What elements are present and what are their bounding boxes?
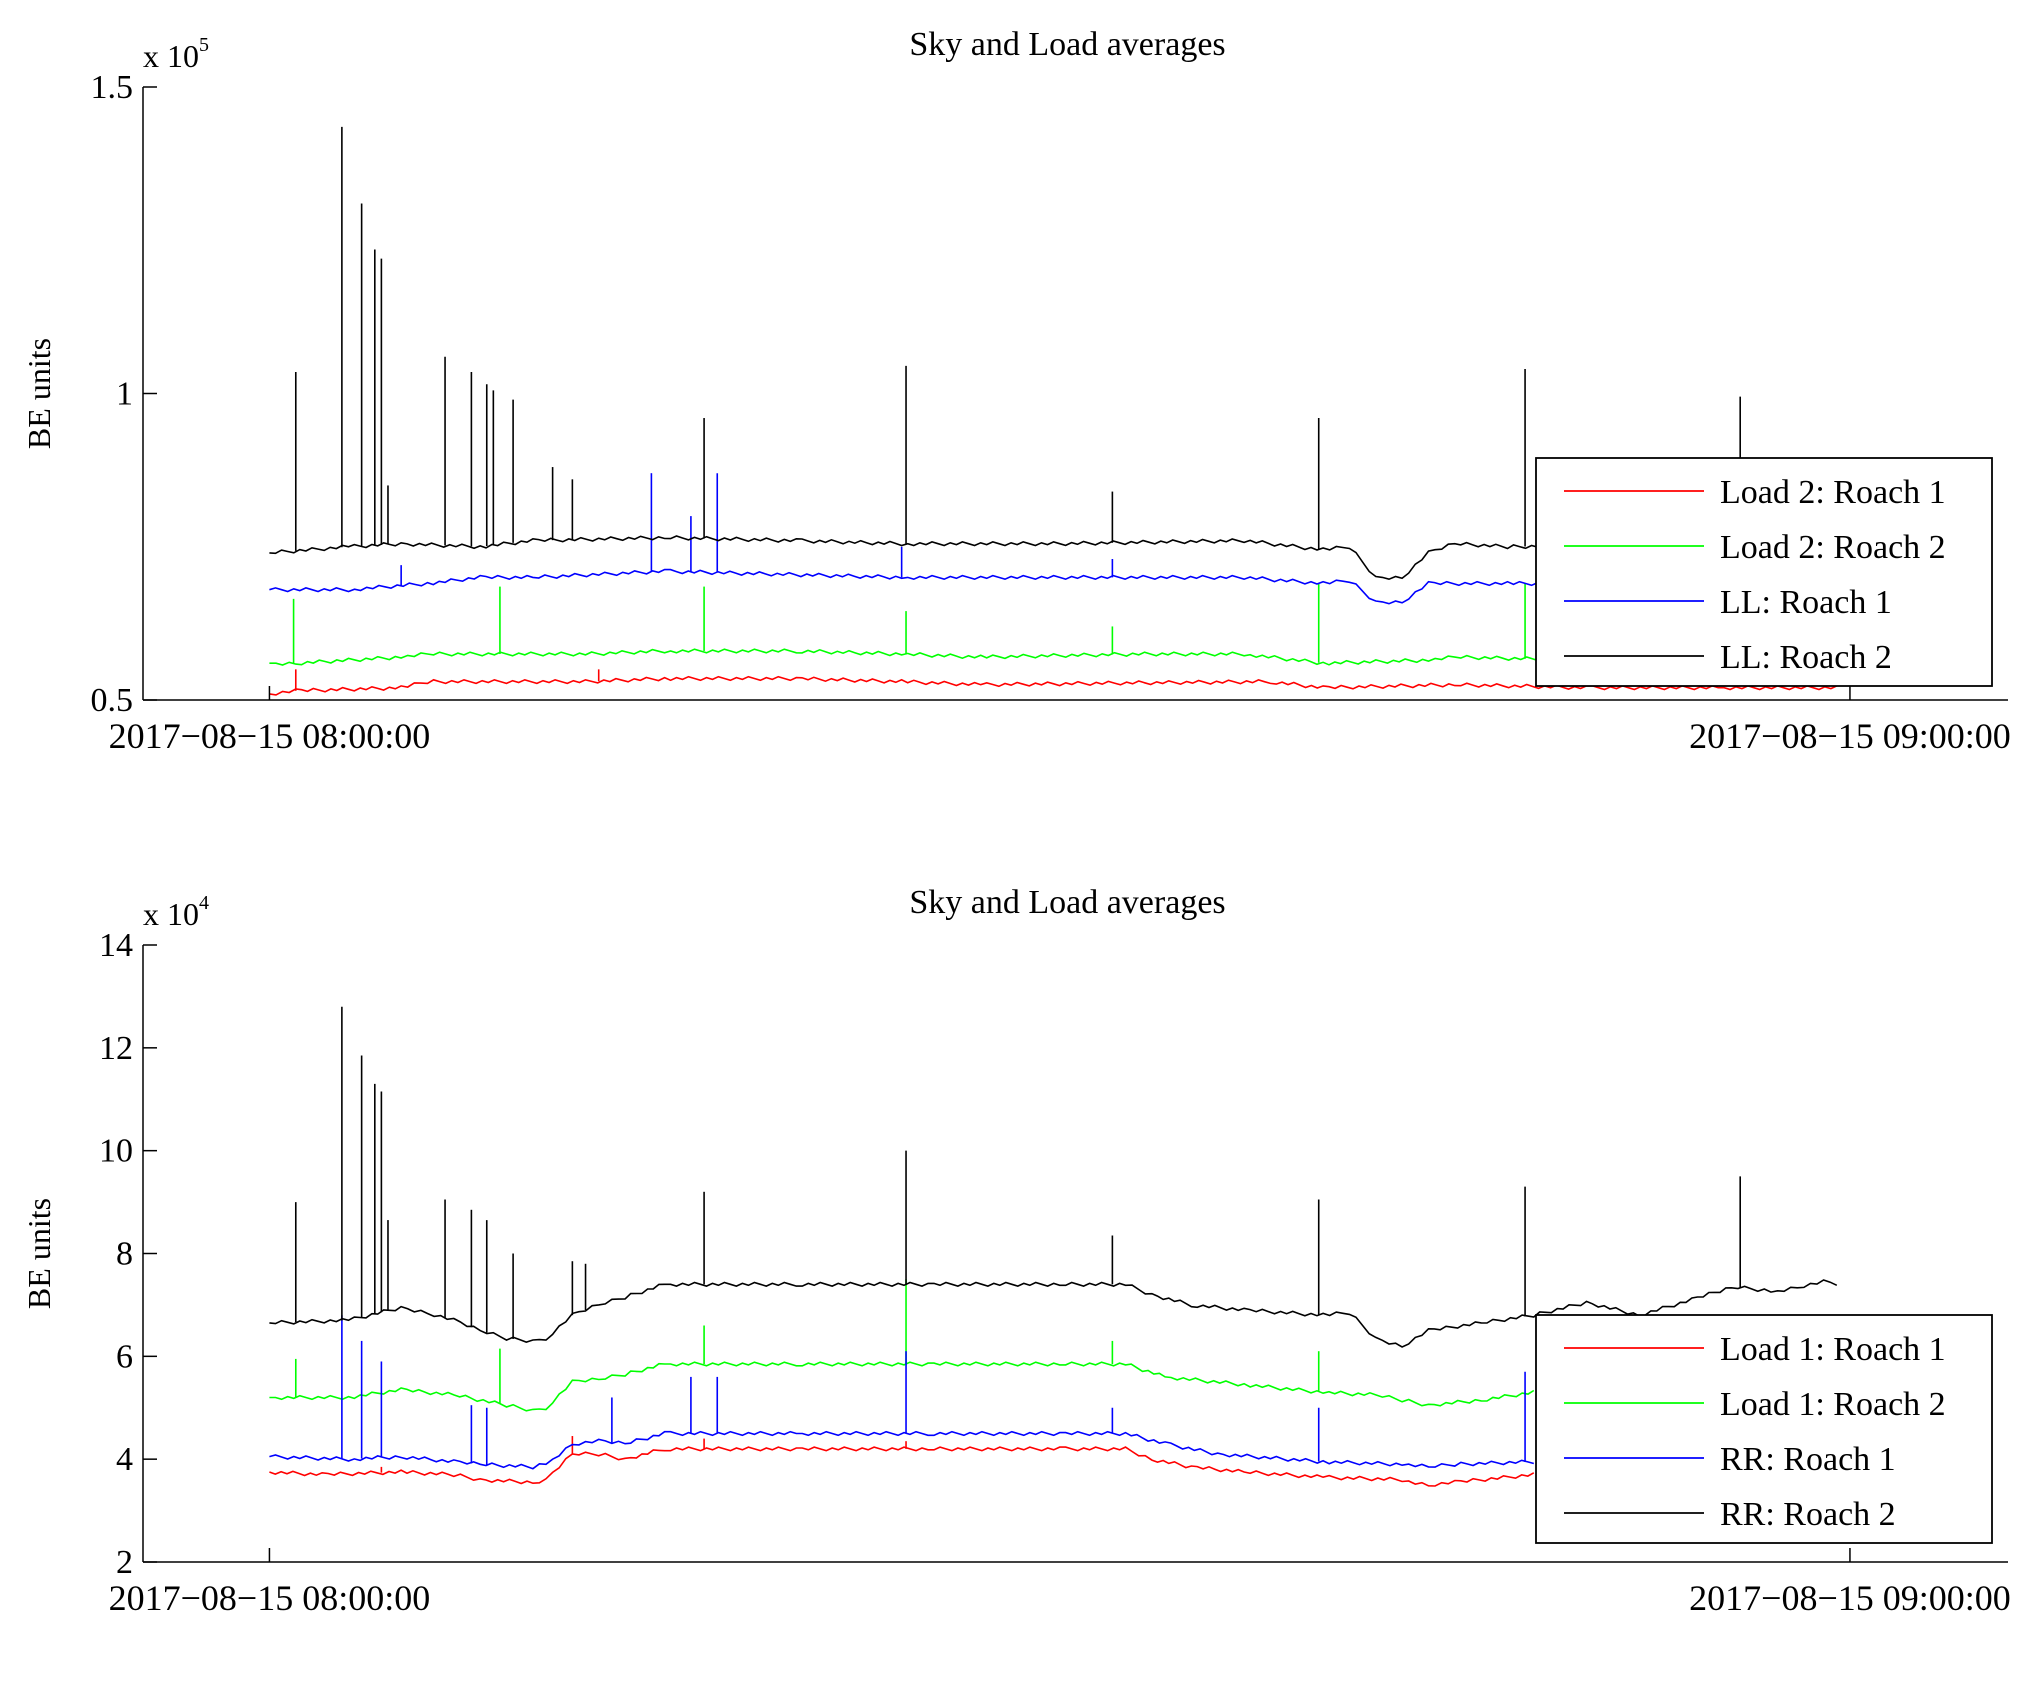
y-tick-label-1: 0.5: [91, 682, 134, 719]
legend-box: [1535, 1314, 1993, 1544]
legend-label-2: Load 1: Roach 2: [1720, 1386, 1946, 1423]
legend-label-4: RR: Roach 2: [1720, 1496, 1896, 1533]
y-axis-label: BE units: [21, 338, 57, 449]
x-tick-label-2: 2017−08−15 09:00:00: [1689, 1578, 2011, 1618]
y-axis-multiplier: x 105: [143, 34, 209, 74]
y-axis-exponent: 4: [199, 892, 209, 914]
y-axis-exponent: 5: [199, 34, 209, 56]
x-tick-label-1: 2017−08−15 08:00:00: [109, 1578, 431, 1618]
y-tick-label-4: 8: [116, 1236, 133, 1273]
legend-label-1: Load 1: Roach 1: [1720, 1331, 1946, 1368]
chart-title: Sky and Load averages: [909, 26, 1225, 63]
y-axis-multiplier: x 104: [143, 892, 209, 932]
y-axis-label: BE units: [21, 1198, 57, 1309]
y-tick-label-3: 6: [116, 1338, 133, 1375]
legend-label-3: LL: Roach 1: [1720, 584, 1892, 621]
series-line-4: [269, 535, 1719, 581]
legend-box: [1535, 457, 1993, 687]
series-line-1: [269, 675, 1838, 696]
y-axis-multiplier-base: x 10: [143, 38, 199, 74]
series-line-2: [269, 648, 1719, 666]
series-line-3: [269, 1430, 1535, 1470]
legend: Load 1: Roach 1 Load 1: Roach 2 RR: Roach …: [1535, 1314, 1993, 1544]
y-axis-multiplier-base: x 10: [143, 896, 199, 932]
legend: Load 2: Roach 1 Load 2: Roach 2 LL: Roach …: [1535, 457, 1993, 687]
y-tick-label-2: 4: [116, 1441, 133, 1478]
legend-label-1: Load 2: Roach 1: [1720, 474, 1946, 511]
legend-label-3: RR: Roach 1: [1720, 1441, 1896, 1478]
legend-label-2: Load 2: Roach 2: [1720, 529, 1946, 566]
y-tick-label-3: 1.5: [91, 69, 134, 106]
y-tick-label-2: 1: [116, 376, 133, 413]
legend-label-4: LL: Roach 2: [1720, 639, 1892, 676]
chart-title: Sky and Load averages: [909, 884, 1225, 921]
y-tick-label-1: 2: [116, 1544, 133, 1581]
x-tick-label-1: 2017−08−15 08:00:00: [109, 716, 431, 756]
top-chart-panel: Sky and Load averages x 105 BE units 0.5 1 1.…: [21, 26, 2011, 756]
y-tick-label-5: 10: [99, 1133, 133, 1170]
x-tick-label-2: 2017−08−15 09:00:00: [1689, 716, 2011, 756]
y-tick-label-6: 12: [99, 1030, 133, 1067]
series-line-4: [269, 1279, 1838, 1348]
series-line-1: [269, 1446, 1535, 1487]
series-line-3: [269, 568, 1719, 605]
series-line-2: [269, 1361, 1535, 1412]
y-tick-label-7: 14: [99, 927, 133, 964]
